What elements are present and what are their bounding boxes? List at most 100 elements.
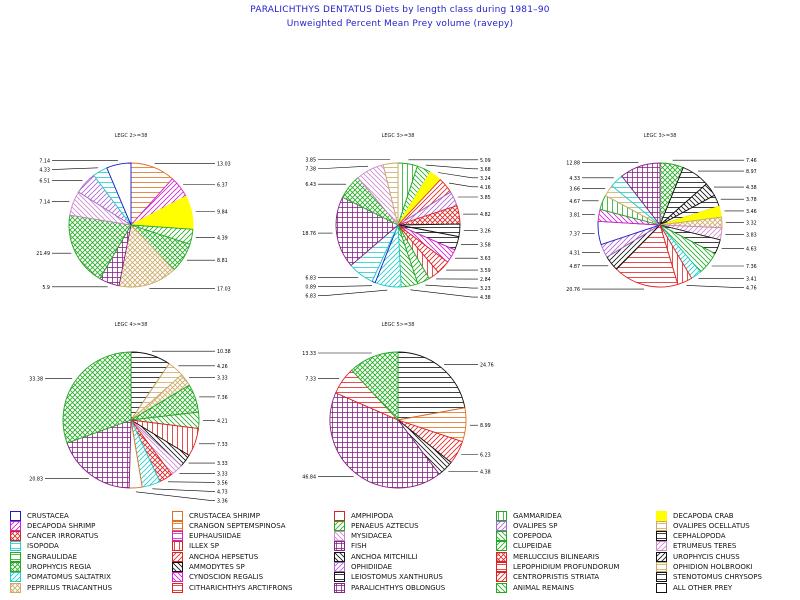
slice-value-label: 3.41 <box>746 277 757 283</box>
chart-subtitle: Unweighted Percent Mean Prey volume (rav… <box>286 19 514 29</box>
legend-label: LEPOPHIDIUM PROFUNDORUM <box>513 563 620 571</box>
legend-label: ANCHOA HEPSETUS <box>189 552 259 561</box>
legend-item: POMATOMUS SALTATRIX <box>10 572 111 583</box>
slice-value-label: 7.37 <box>569 232 580 238</box>
legend-item: PEPRILUS TRIACANTHUS <box>10 582 112 593</box>
legend-label: OVALIPES SP <box>513 521 558 530</box>
slice-value-label: 3.68 <box>480 167 491 173</box>
legend-swatch <box>656 510 667 521</box>
legend-label: CLUPEIDAE <box>513 542 552 551</box>
slice-value-label: 3.33 <box>217 471 228 477</box>
legend-label: UROPHYCIS CHUSS <box>673 552 740 561</box>
legend-label: PARALICHTHYS OBLONGUS <box>351 583 446 592</box>
slice-value-label: 4.82 <box>480 212 491 218</box>
legend-label: MYSIDACEA <box>351 532 392 541</box>
legend-item: UROPHYCIS CHUSS <box>656 551 740 562</box>
legend-swatch <box>10 541 21 552</box>
pie-slice <box>62 351 132 444</box>
slice-value-label: 3.24 <box>480 176 491 182</box>
legend-swatch <box>656 582 667 593</box>
slice-leader-line <box>52 167 99 170</box>
legend-label: GAMMARIDEA <box>513 511 562 520</box>
pie-title: LEGC 4>=38 <box>115 322 148 328</box>
slice-value-label: 7.14 <box>39 158 50 164</box>
slice-value-label: 4.31 <box>569 251 580 257</box>
legend-item: PARALICHTHYS OBLONGUS <box>334 582 445 593</box>
legend-item: CRUSTACEA SHRIMP <box>172 510 260 521</box>
slice-value-label: 5.09 <box>480 158 491 164</box>
slice-value-label: 3.33 <box>217 375 228 381</box>
legend-swatch <box>10 510 21 521</box>
slice-value-label: 3.32 <box>746 220 757 226</box>
slice-value-label: 4.76 <box>746 286 757 292</box>
slice-leader-line <box>425 164 478 170</box>
legend-swatch <box>496 551 507 562</box>
legend-item: ENGRAULIDAE <box>10 551 77 562</box>
slice-value-label: 8.81 <box>217 258 228 264</box>
legend-swatch <box>656 531 667 542</box>
legend-label: OPHIDION HOLBROOKI <box>673 563 753 571</box>
slice-value-label: 6.83 <box>305 276 316 282</box>
legend-item: CYNOSCION REGALIS <box>172 572 263 583</box>
legend-swatch <box>496 531 507 542</box>
slice-leader-line <box>167 481 215 483</box>
legend-swatch <box>334 541 345 552</box>
slice-value-label: 4.73 <box>217 489 228 495</box>
legend-item: OVALIPES SP <box>496 520 557 531</box>
slice-value-label: 9.84 <box>217 209 228 215</box>
slice-value-label: 7.33 <box>305 376 316 382</box>
legend-swatch <box>10 520 21 531</box>
legend-swatch <box>496 520 507 531</box>
pie-slice <box>106 162 132 226</box>
slice-leader-line <box>425 284 478 289</box>
legend-item: OPHIDIIDAE <box>334 562 392 573</box>
slice-value-label: 13.03 <box>217 161 231 167</box>
legend-label: ENGRAULIDAE <box>27 552 78 561</box>
slice-value-label: 20.76 <box>566 287 580 293</box>
slice-value-label: 4.38 <box>746 185 757 191</box>
pie-slice <box>615 224 679 288</box>
legend-swatch <box>172 541 183 552</box>
slice-value-label: 3.78 <box>746 197 757 203</box>
legend-item: MERLUCCIUS BILINEARIS <box>496 551 599 562</box>
legend-swatch <box>496 562 507 572</box>
legend-label: ILLEX SP <box>189 542 219 551</box>
legend-item: CRANGON SEPTEMSPINOSA <box>172 520 286 531</box>
pie-title: LEGC 3>=38 <box>644 133 677 139</box>
legend-item: STENOTOMUS CHRYSOPS <box>656 572 762 583</box>
legend-swatch <box>656 520 667 531</box>
legend-label: DECAPODA CRAB <box>673 511 734 520</box>
slice-value-label: 6.51 <box>39 178 50 184</box>
slice-value-label: 18.76 <box>302 231 316 237</box>
legend-label: DECAPODA SHRIMP <box>27 521 96 530</box>
pie-slice <box>118 224 175 288</box>
legend-label: CEPHALOPODA <box>673 532 726 541</box>
slice-value-label: 3.26 <box>480 229 491 235</box>
slice-value-label: 3.66 <box>569 186 580 192</box>
slice-value-label: 4.33 <box>39 167 50 173</box>
pie-slice <box>621 162 661 227</box>
legend-item: LEIOSTOMUS XANTHURUS <box>334 572 443 583</box>
slice-value-label: 20.83 <box>29 476 43 482</box>
legend-label: ISOPODA <box>27 542 59 551</box>
slice-value-label: 6.23 <box>480 453 491 459</box>
slice-value-label: 3.56 <box>217 480 228 486</box>
slice-value-label: 4.38 <box>480 295 491 301</box>
legend-item: EUPHAUSIIDAE <box>172 531 241 542</box>
slice-value-label: 4.16 <box>480 185 491 191</box>
slice-value-label: 3.58 <box>480 243 491 249</box>
slice-value-label: 7.38 <box>305 166 316 172</box>
legend-swatch <box>172 562 183 572</box>
legend-swatch <box>334 551 345 562</box>
legend-label: POMATOMUS SALTATRIX <box>27 573 111 582</box>
legend-item: CEPHALOPODA <box>656 531 726 542</box>
legend-item: PENAEUS AZTECUS <box>334 520 419 531</box>
slice-value-label: 7.46 <box>746 158 757 164</box>
legend-item: CANCER IRRORATUS <box>10 531 98 542</box>
pie-chart-2: LEGC 3>=38 5.09 3.68 3.24 4.16 3.85 4.82 3.26 3.… <box>302 133 490 301</box>
slice-value-label: 8.99 <box>480 423 491 429</box>
legend-label: CENTROPRISTIS STRIATA <box>513 573 600 582</box>
slice-value-label: 4.63 <box>746 246 757 252</box>
slice-value-label: 17.03 <box>217 286 231 292</box>
pie-slice <box>351 351 399 422</box>
